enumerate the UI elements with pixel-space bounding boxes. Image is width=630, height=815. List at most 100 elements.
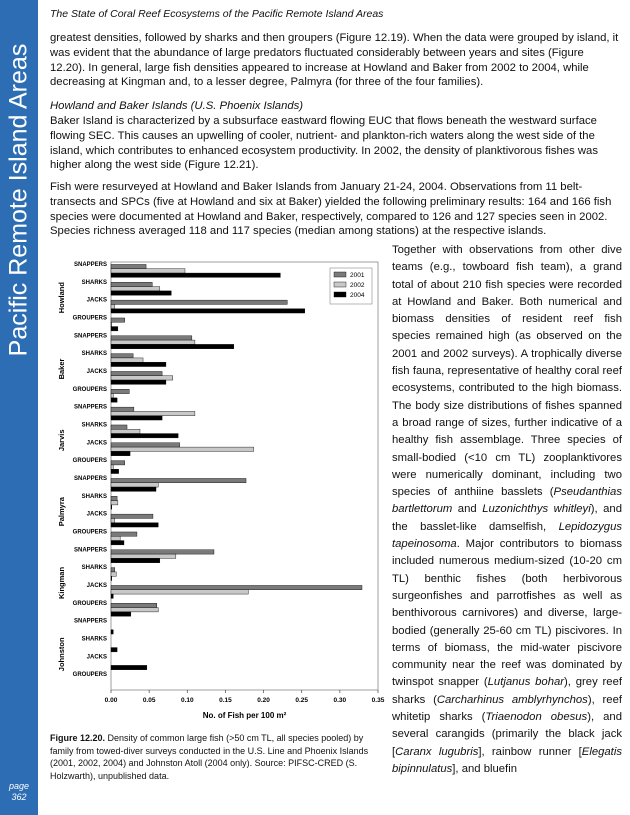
group-label: Palmyra <box>57 496 66 526</box>
text-run: Together with observations from other di… <box>392 244 622 499</box>
bar <box>110 513 154 519</box>
group-label: Jarvis <box>57 429 66 451</box>
category-label: SNAPPERS <box>74 547 107 553</box>
bar <box>110 593 114 599</box>
bar <box>110 406 135 412</box>
legend-swatch <box>333 291 347 298</box>
bar <box>110 344 235 349</box>
caption-label: Figure 12.20. <box>50 733 106 743</box>
bar <box>110 446 254 452</box>
bar <box>110 607 159 613</box>
right-column: Together with observations from other di… <box>392 242 622 782</box>
page-num: 362 <box>11 792 27 802</box>
category-label: GROUPERS <box>73 601 107 607</box>
species-name: Triaenodon obesus <box>485 711 588 724</box>
x-axis-label: No. of Fish per 100 m² <box>203 711 287 720</box>
bar <box>110 442 180 448</box>
species-name: Lutjanus bohar <box>487 676 565 689</box>
bar <box>110 317 125 323</box>
legend-label: 2001 <box>350 272 365 279</box>
bar <box>110 326 119 332</box>
text-run: and <box>452 503 483 516</box>
bar <box>110 322 112 327</box>
legend-swatch <box>333 281 347 288</box>
x-tick-label: 0.00 <box>105 697 118 704</box>
category-label: SNAPPERS <box>74 405 107 411</box>
bar <box>110 469 119 474</box>
x-tick-label: 0.25 <box>295 697 308 704</box>
category-label: SHARKS <box>82 351 107 357</box>
bar <box>110 567 116 573</box>
category-label: JACKS <box>87 369 107 375</box>
bar <box>110 415 163 421</box>
bar <box>110 611 132 617</box>
bar <box>110 379 167 385</box>
category-label: GROUPERS <box>73 458 107 464</box>
bar <box>110 286 161 292</box>
category-label: SHARKS <box>82 494 107 500</box>
bar <box>110 411 196 416</box>
bar <box>110 585 363 590</box>
category-label: SNAPPERS <box>74 333 107 339</box>
bar <box>110 393 114 399</box>
category-label: JACKS <box>87 654 107 660</box>
bar <box>110 304 116 309</box>
bar <box>110 496 118 501</box>
text-run: ], rainbow runner [ <box>478 745 582 758</box>
bar <box>110 603 157 608</box>
x-tick-label: 0.05 <box>143 697 156 704</box>
category-label: SNAPPERS <box>74 476 107 482</box>
category-label: JACKS <box>87 440 107 446</box>
bar <box>110 299 288 305</box>
page-number: page 362 <box>0 781 38 803</box>
section-heading: Howland and Baker Islands (U.S. Phoenix … <box>50 100 304 112</box>
category-label: JACKS <box>87 298 107 304</box>
page-word: page <box>8 781 30 791</box>
bar <box>110 272 281 278</box>
paragraph: Fish were resurveyed at Howland and Bake… <box>50 181 612 238</box>
text-run: ), and the basslet-like damselfish, <box>392 503 622 533</box>
bar <box>110 451 131 456</box>
bar <box>110 264 147 269</box>
bar <box>110 371 163 376</box>
group-label: Kingman <box>57 567 66 600</box>
bar <box>110 540 125 546</box>
category-label: SHARKS <box>82 422 107 428</box>
category-label: GROUPERS <box>73 315 107 321</box>
bar <box>110 504 112 510</box>
bar <box>110 500 119 506</box>
bar <box>110 424 128 430</box>
bar <box>110 531 138 537</box>
bar <box>110 589 249 595</box>
species-name: Lepidozygus tapeinosoma <box>392 520 622 551</box>
bar <box>110 290 172 296</box>
sidebar-title: Pacific Remote Island Areas <box>4 43 33 357</box>
species-name: Caranx lugubris <box>395 745 479 758</box>
x-tick-label: 0.15 <box>219 697 232 704</box>
plot-area <box>110 261 379 691</box>
x-tick-label: 0.30 <box>334 697 347 704</box>
bar <box>110 397 118 403</box>
bar <box>110 629 114 635</box>
legend-label: 2004 <box>350 292 365 299</box>
x-tick-label: 0.35 <box>372 697 385 704</box>
species-name: Carcharhinus amblyrhynchos <box>436 693 588 706</box>
text-run: ), reef whitetip sharks ( <box>392 693 622 724</box>
bar <box>110 339 196 345</box>
group-label: Baker <box>57 359 66 380</box>
bar <box>110 647 118 653</box>
bar <box>110 335 193 341</box>
text-run: ], and bluefin <box>452 762 517 775</box>
bar <box>110 571 117 577</box>
bar <box>110 665 148 670</box>
bar <box>110 522 159 528</box>
species-name: Pseudanthias bartlettorum <box>392 486 622 516</box>
bar <box>110 362 167 367</box>
category-label: GROUPERS <box>73 387 107 393</box>
species-name: Elegatis bipinnulatus <box>392 745 622 775</box>
bar <box>110 268 186 274</box>
bar <box>110 353 134 359</box>
category-label: SHARKS <box>82 280 107 286</box>
category-label: JACKS <box>87 583 107 589</box>
